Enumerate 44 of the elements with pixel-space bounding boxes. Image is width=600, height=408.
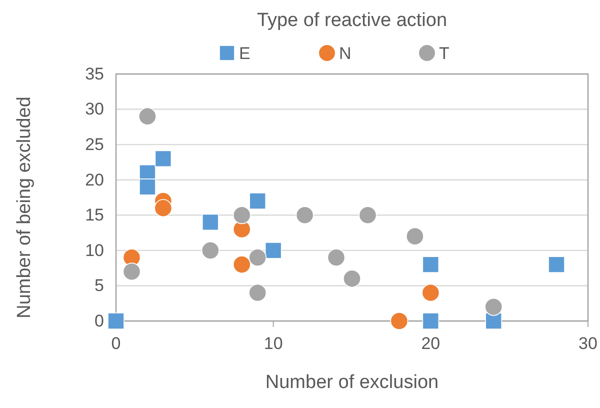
point <box>296 206 314 224</box>
point <box>485 312 502 330</box>
x-tick-label: 0 <box>111 334 121 354</box>
point <box>201 241 220 260</box>
point <box>358 206 377 224</box>
point <box>108 312 124 330</box>
point <box>548 256 565 273</box>
point <box>422 312 440 330</box>
point <box>422 284 440 302</box>
x-tick-label: 30 <box>578 334 598 354</box>
legend-label: E <box>239 44 250 63</box>
point <box>406 227 424 246</box>
y-tick-label: 35 <box>85 64 104 84</box>
y-tick-label: 15 <box>85 206 104 225</box>
legend-label: T <box>439 44 450 63</box>
x-axis-title: Number of exclusion <box>265 372 439 393</box>
y-tick-label: 30 <box>85 100 104 119</box>
point <box>202 214 219 231</box>
x-tick-label: 10 <box>264 334 283 354</box>
y-tick-label: 0 <box>94 311 104 330</box>
y-tick-label: 25 <box>85 135 104 154</box>
legend-title: Type of reactive action <box>256 10 448 31</box>
point <box>327 248 346 266</box>
point <box>232 256 251 274</box>
point <box>248 248 267 266</box>
point <box>248 284 267 302</box>
point <box>249 192 266 210</box>
point <box>138 107 156 126</box>
point <box>154 199 172 218</box>
y-tick-label: 5 <box>94 276 104 296</box>
y-axis-title: Number of being excluded <box>14 96 35 318</box>
point <box>139 178 156 196</box>
point <box>232 206 251 224</box>
point <box>422 256 440 273</box>
point <box>343 270 361 288</box>
legend-label: N <box>339 44 352 63</box>
y-tick-label: 10 <box>85 240 104 260</box>
point <box>484 298 503 316</box>
y-tick-label: 20 <box>85 170 104 190</box>
point <box>154 150 172 168</box>
x-tick-label: 20 <box>421 334 440 354</box>
point <box>390 312 408 330</box>
point <box>122 262 141 281</box>
point <box>264 242 282 259</box>
